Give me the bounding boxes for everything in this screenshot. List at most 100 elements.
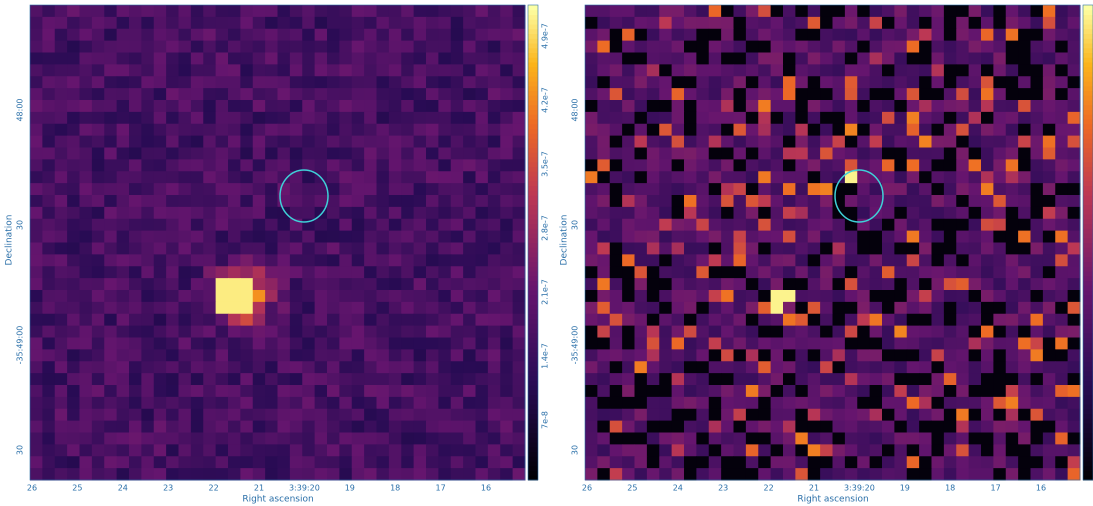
pixel	[981, 456, 994, 468]
pixel	[80, 171, 93, 183]
pixel	[377, 314, 390, 326]
colorbar-cell	[1083, 148, 1093, 153]
pixel	[302, 136, 315, 148]
pixel	[635, 88, 648, 100]
pixel	[55, 444, 68, 456]
pixel	[129, 41, 142, 53]
pixel	[377, 243, 390, 255]
pixel	[339, 124, 352, 136]
pixel	[1018, 361, 1031, 373]
pixel	[672, 314, 685, 326]
pixel	[129, 278, 142, 290]
pixel	[696, 254, 709, 266]
pixel	[845, 41, 858, 53]
pixel	[882, 349, 895, 361]
pixel	[364, 53, 377, 65]
pixel	[203, 136, 216, 148]
pixel	[771, 266, 784, 278]
pixel	[758, 124, 771, 136]
pixel	[857, 385, 870, 397]
pixel	[488, 433, 501, 445]
pixel	[783, 29, 796, 41]
pixel	[364, 409, 377, 421]
pixel	[771, 314, 784, 326]
pixel	[166, 278, 179, 290]
pixel	[993, 195, 1006, 207]
pixel	[30, 266, 43, 278]
pixel	[1068, 41, 1081, 53]
pixel	[117, 29, 130, 41]
pixel	[845, 290, 858, 302]
pixel	[154, 338, 167, 350]
pixel	[919, 231, 932, 243]
pixel	[647, 444, 660, 456]
pixel	[476, 231, 489, 243]
pixel	[438, 112, 451, 124]
pixel	[894, 397, 907, 409]
pixel	[635, 290, 648, 302]
pixel	[696, 361, 709, 373]
pixel	[154, 100, 167, 112]
pixel	[684, 76, 697, 88]
pixel	[55, 148, 68, 160]
pixel	[438, 468, 451, 480]
pixel	[672, 100, 685, 112]
pixel	[894, 254, 907, 266]
pixel	[364, 421, 377, 433]
pixel	[969, 266, 982, 278]
pixel	[981, 349, 994, 361]
colorbar-cell	[528, 347, 538, 352]
pixel	[734, 314, 747, 326]
pixel	[746, 195, 759, 207]
pixel	[1031, 148, 1044, 160]
pixel	[734, 148, 747, 160]
pixel	[808, 456, 821, 468]
pixel	[117, 195, 130, 207]
pixel	[401, 136, 414, 148]
pixel	[389, 219, 402, 231]
pixel	[67, 254, 80, 266]
pixel	[67, 266, 80, 278]
pixel	[500, 64, 513, 76]
pixel	[1055, 76, 1068, 88]
pixel	[882, 314, 895, 326]
pixel	[414, 76, 427, 88]
pixel	[647, 397, 660, 409]
pixel	[216, 88, 229, 100]
pixel	[956, 266, 969, 278]
pixel	[179, 421, 192, 433]
pixel	[154, 88, 167, 100]
pixel	[647, 266, 660, 278]
pixel	[476, 207, 489, 219]
pixel	[1006, 112, 1019, 124]
pixel	[426, 349, 439, 361]
pixel	[746, 338, 759, 350]
pixel	[117, 361, 130, 373]
pixel	[944, 385, 957, 397]
pixel	[377, 421, 390, 433]
pixel	[265, 195, 278, 207]
pixel	[389, 349, 402, 361]
pixel	[969, 361, 982, 373]
pixel	[746, 266, 759, 278]
pixel	[907, 207, 920, 219]
pixel	[1018, 349, 1031, 361]
pixel	[1043, 444, 1056, 456]
pixel	[104, 112, 117, 124]
pixel	[857, 373, 870, 385]
pixel	[377, 100, 390, 112]
pixel	[833, 231, 846, 243]
pixel	[783, 302, 796, 314]
pixel	[253, 468, 266, 480]
pixel	[488, 266, 501, 278]
pixel	[352, 338, 365, 350]
pixel	[42, 183, 55, 195]
pixel	[944, 302, 957, 314]
pixel	[610, 326, 623, 338]
pixel	[364, 88, 377, 100]
pixel	[907, 409, 920, 421]
pixel	[364, 326, 377, 338]
pixel	[659, 444, 672, 456]
colorbar-cell	[528, 100, 538, 105]
pixel	[758, 278, 771, 290]
